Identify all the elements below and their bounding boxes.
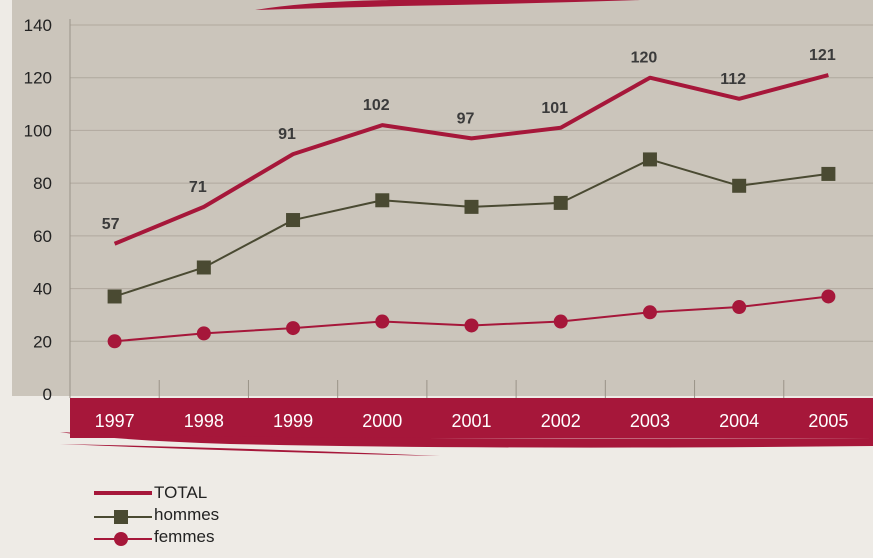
data-label: 112 (720, 71, 746, 88)
legend-label-femmes: femmes (154, 527, 215, 546)
data-label: 57 (102, 216, 120, 233)
x-axis: 1997 1998 1999 2000 2001 2002 2003 2004 2005 (95, 380, 848, 431)
marker-circle (732, 300, 747, 315)
x-axis-swoosh-lower (60, 444, 440, 456)
series-layer (107, 73, 836, 349)
legend-item-hommes: hommes (92, 504, 219, 526)
x-tick-label: 2005 (808, 411, 848, 431)
data-label: 101 (541, 100, 568, 117)
legend-swatch-hommes (94, 510, 152, 524)
grid-layer (70, 24, 873, 342)
y-axis: 0 20 40 60 80 100 120 140 (24, 16, 71, 404)
data-label: 120 (631, 50, 658, 67)
legend: TOTAL hommes femmes (92, 482, 219, 548)
x-axis-swoosh (60, 432, 873, 448)
x-tick-label: 2000 (362, 411, 402, 431)
data-label: 97 (457, 110, 475, 127)
marker-square (553, 195, 568, 210)
top-swoosh (255, 0, 640, 10)
marker-square (732, 178, 747, 193)
data-label-layer: 57 71 91 102 97 101 120 112 121 (102, 47, 836, 233)
marker-circle (642, 305, 657, 320)
legend-swatch-total (94, 491, 152, 495)
y-tick-label: 60 (33, 227, 52, 246)
plot-area (12, 0, 873, 396)
x-tick-label: 2002 (541, 411, 581, 431)
legend-item-total: TOTAL (92, 482, 219, 504)
y-tick-label: 140 (24, 16, 52, 35)
marker-square (821, 166, 836, 181)
data-label: 71 (189, 179, 207, 196)
y-tick-label: 80 (33, 174, 52, 193)
marker-circle (553, 314, 568, 329)
legend-swatch-femmes (94, 532, 152, 546)
x-tick-label: 1999 (273, 411, 313, 431)
x-tick-label: 1998 (184, 411, 224, 431)
marker-circle (464, 318, 479, 333)
marker-square (196, 260, 211, 275)
marker-circle (196, 326, 211, 341)
y-tick-label: 20 (33, 332, 52, 351)
y-tick-label: 100 (24, 121, 52, 140)
x-tick-label: 2001 (451, 411, 491, 431)
y-tick-label: 0 (43, 385, 52, 404)
data-label: 91 (278, 126, 296, 143)
marker-circle (375, 314, 390, 329)
legend-item-femmes: femmes (92, 526, 219, 548)
marker-circle (107, 334, 122, 349)
x-tick-label: 2004 (719, 411, 759, 431)
data-label: 121 (809, 47, 836, 64)
marker-square (107, 289, 122, 304)
legend-label-hommes: hommes (154, 505, 220, 524)
marker-square (375, 193, 390, 208)
x-tick-label: 2003 (630, 411, 670, 431)
marker-circle (286, 321, 301, 336)
marker-square (286, 213, 301, 228)
series-line-total (113, 73, 829, 246)
marker-square (642, 152, 657, 167)
marker-circle (821, 289, 836, 304)
legend-label-total: TOTAL (154, 483, 208, 502)
y-tick-label: 40 (33, 280, 52, 299)
x-tick-label: 1997 (95, 411, 135, 431)
y-tick-label: 120 (24, 69, 52, 88)
marker-square (464, 199, 479, 214)
data-label: 102 (363, 97, 390, 114)
x-axis-band (70, 398, 873, 438)
